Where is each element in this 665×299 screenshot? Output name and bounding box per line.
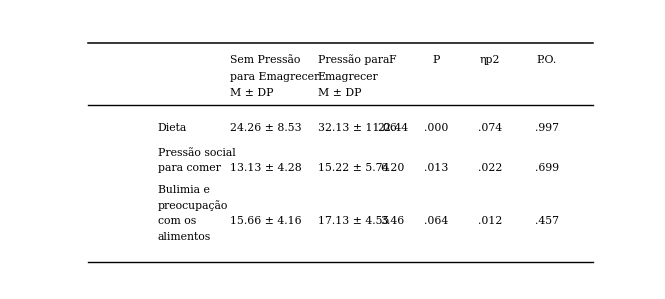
- Text: 13.13 ± 4.28: 13.13 ± 4.28: [230, 163, 302, 173]
- Text: .013: .013: [424, 163, 448, 173]
- Text: M ± DP: M ± DP: [318, 89, 361, 98]
- Text: .997: .997: [535, 123, 559, 133]
- Text: alimentos: alimentos: [158, 232, 211, 242]
- Text: .457: .457: [535, 216, 559, 226]
- Text: ηp2: ηp2: [480, 55, 501, 65]
- Text: M ± DP: M ± DP: [230, 89, 273, 98]
- Text: Bulimia e: Bulimia e: [158, 185, 209, 195]
- Text: F: F: [388, 55, 396, 65]
- Text: 15.66 ± 4.16: 15.66 ± 4.16: [230, 216, 302, 226]
- Text: Dieta: Dieta: [158, 123, 187, 133]
- Text: .000: .000: [424, 123, 448, 133]
- Text: 3.46: 3.46: [380, 216, 404, 226]
- Text: .022: .022: [478, 163, 503, 173]
- Text: com os: com os: [158, 216, 196, 226]
- Text: 15.22 ± 5.74: 15.22 ± 5.74: [318, 163, 389, 173]
- Text: Pressão social: Pressão social: [158, 148, 235, 158]
- Text: 32.13 ± 11.06: 32.13 ± 11.06: [318, 123, 396, 133]
- Text: .064: .064: [424, 216, 448, 226]
- Text: Emagrecer: Emagrecer: [318, 72, 378, 82]
- Text: preocupação: preocupação: [158, 200, 228, 211]
- Text: Sem Pressão: Sem Pressão: [230, 55, 301, 65]
- Text: .074: .074: [478, 123, 502, 133]
- Text: Pressão para: Pressão para: [318, 55, 389, 65]
- Text: .012: .012: [478, 216, 503, 226]
- Text: .699: .699: [535, 163, 559, 173]
- Text: 24.26 ± 8.53: 24.26 ± 8.53: [230, 123, 302, 133]
- Text: 17.13 ± 4.55: 17.13 ± 4.55: [318, 216, 389, 226]
- Text: para Emagrecer: para Emagrecer: [230, 72, 319, 82]
- Text: P: P: [432, 55, 440, 65]
- Text: 6.20: 6.20: [380, 163, 404, 173]
- Text: 22.44: 22.44: [377, 123, 408, 133]
- Text: para comer: para comer: [158, 163, 221, 173]
- Text: P.O.: P.O.: [537, 55, 557, 65]
